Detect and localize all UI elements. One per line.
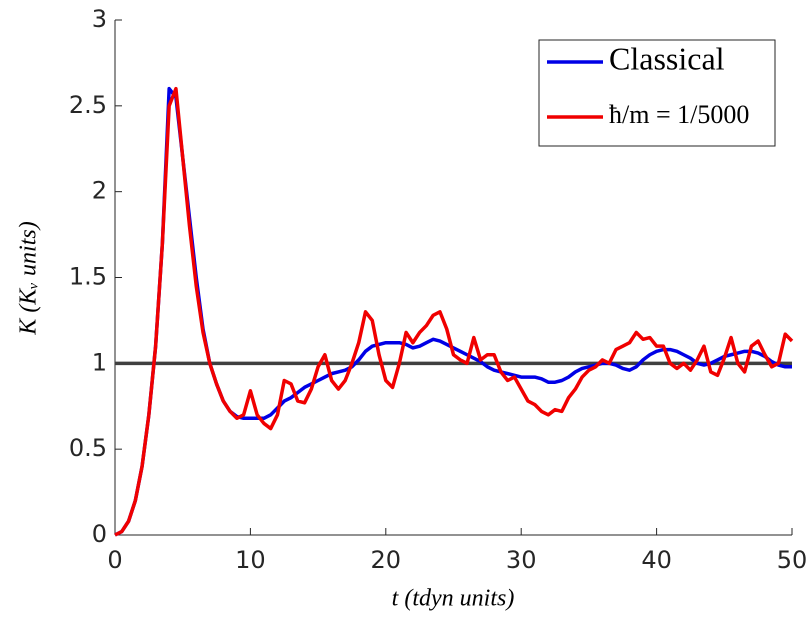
y-tick-label: 3 <box>92 5 107 33</box>
y-axis-label: K (Kᵥ units) <box>16 221 42 335</box>
y-tick-label: 2.5 <box>69 91 107 119</box>
legend-label: Classical <box>609 40 725 76</box>
y-tick-label: 2 <box>92 177 107 205</box>
x-tick-label: 30 <box>506 546 537 574</box>
x-tick-label: 20 <box>371 546 402 574</box>
x-tick-label: 50 <box>777 546 808 574</box>
y-tick-label: 1 <box>92 348 107 376</box>
series-line <box>114 86 792 537</box>
y-tick-label: 0 <box>92 520 107 548</box>
y-tick-label: 1.5 <box>69 263 107 291</box>
x-tick-label: 0 <box>107 546 122 574</box>
y-tick-label: 0.5 <box>69 434 107 462</box>
x-tick-label: 10 <box>235 546 266 574</box>
series-line <box>114 86 794 537</box>
legend-label: ħ/m = 1/5000 <box>609 100 749 129</box>
x-tick-label: 40 <box>641 546 672 574</box>
legend-box <box>538 39 776 147</box>
x-axis-label: t (tdyn units) <box>392 586 515 612</box>
